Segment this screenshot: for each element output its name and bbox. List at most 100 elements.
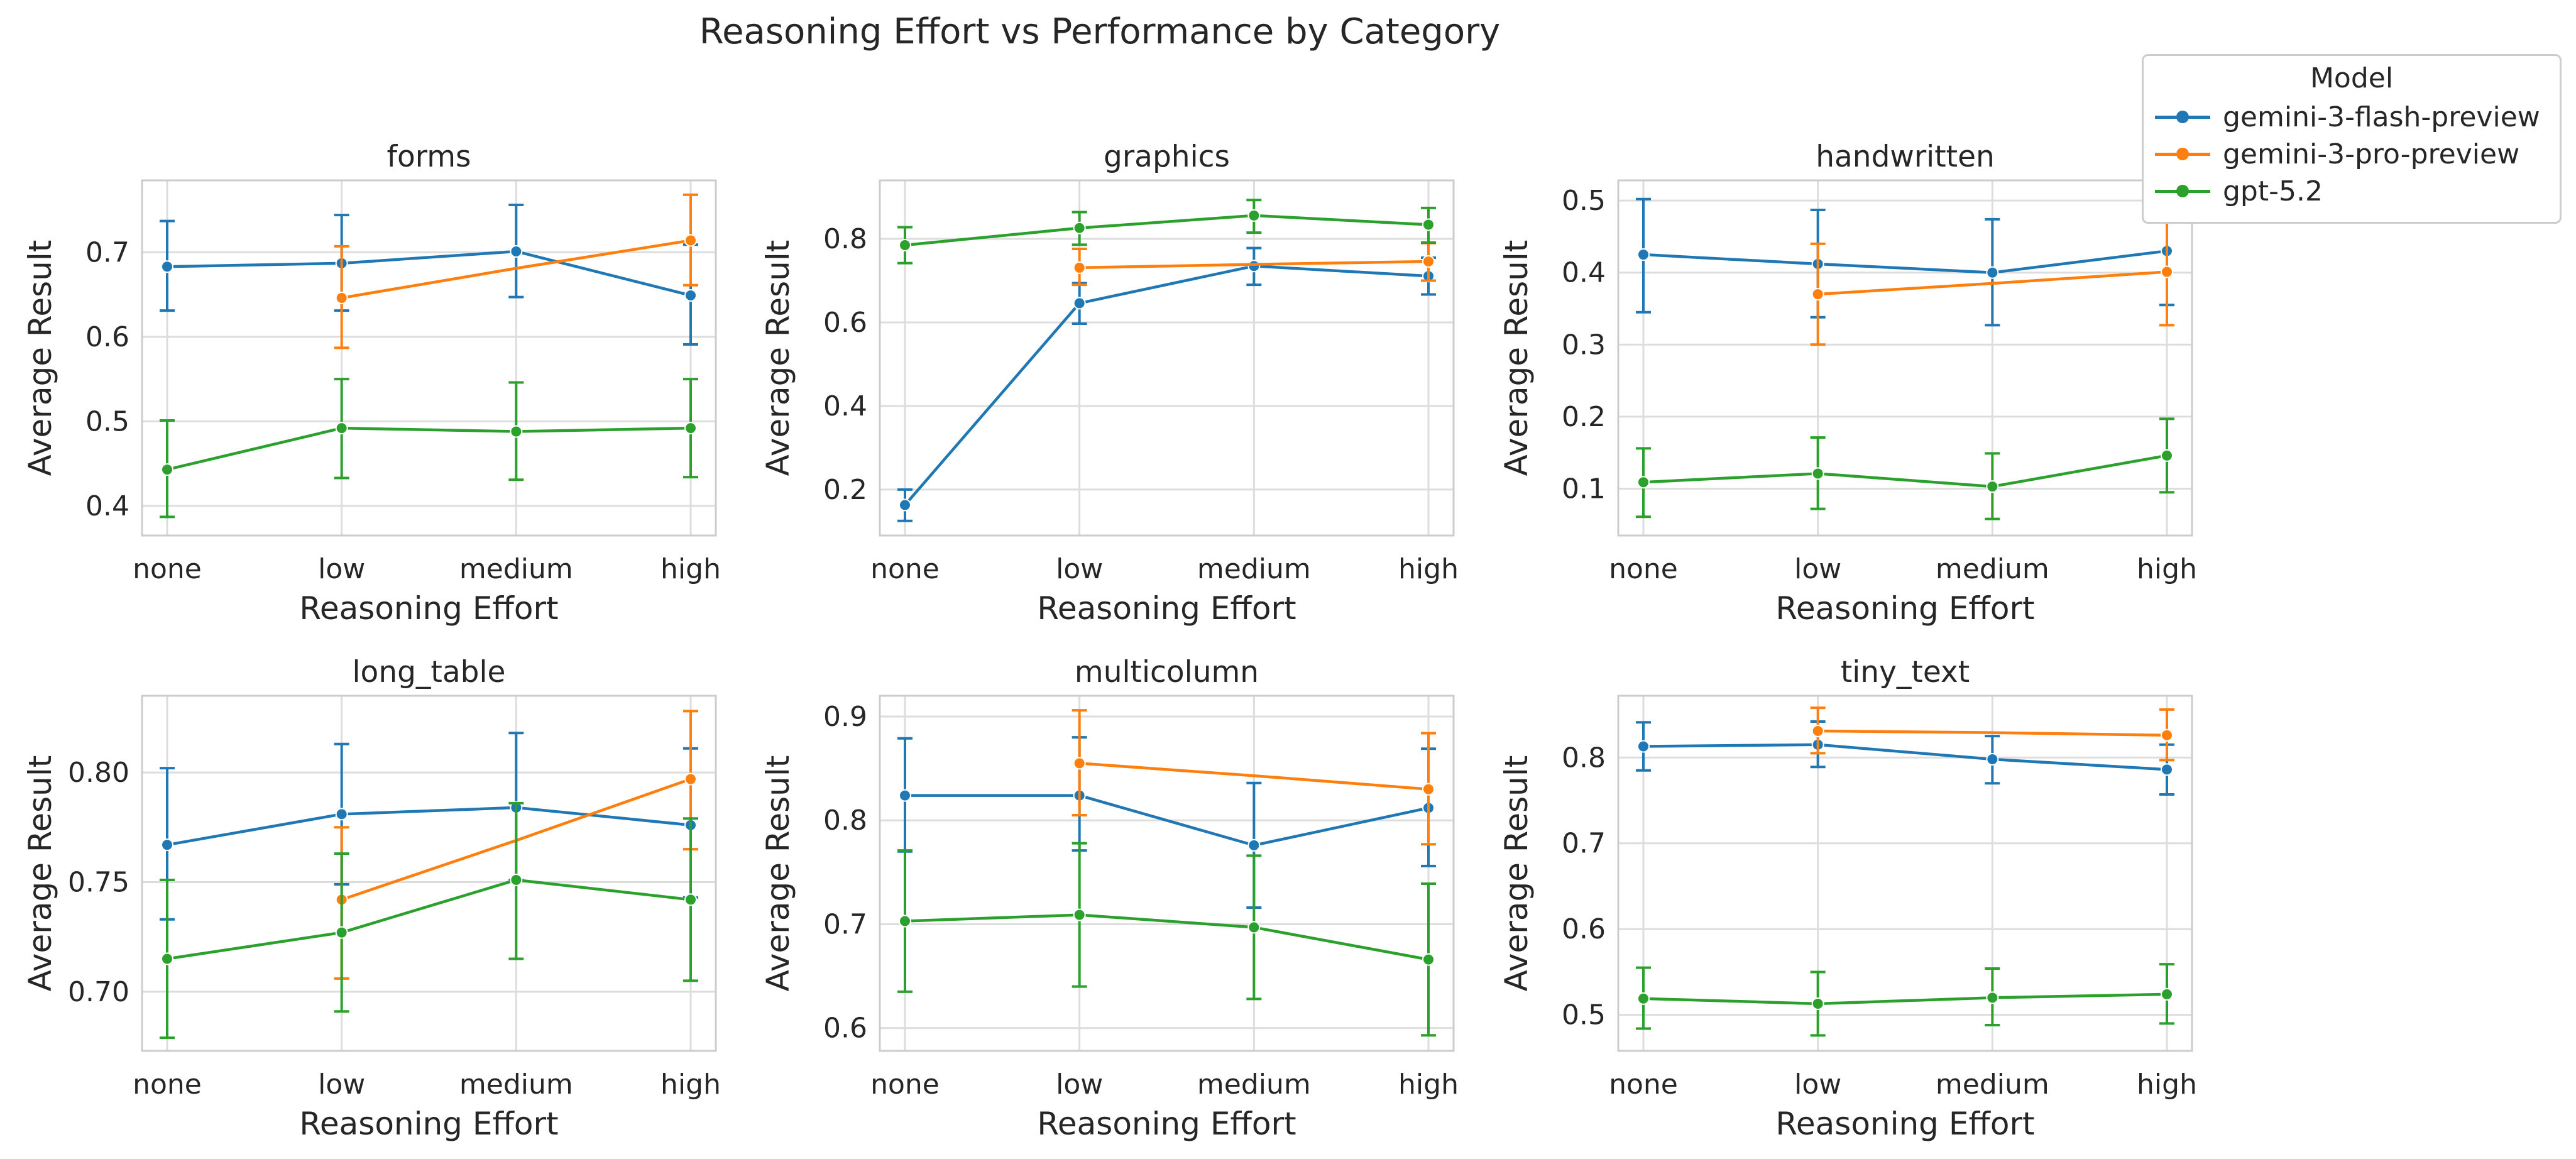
legend-label: gpt-5.2 (2223, 175, 2323, 207)
data-point (1073, 261, 1086, 274)
data-point (161, 952, 173, 965)
subplot-title: graphics (1104, 140, 1230, 174)
y-axis-label: Average Result (22, 755, 58, 992)
y-tick-label: 0.3 (1562, 329, 1606, 361)
data-point (684, 288, 697, 302)
y-tick-label: 0.4 (1562, 257, 1606, 289)
subplot-forms: 0.4 0.5 0.6 0.7 none low medium high forms Reason… (22, 140, 721, 627)
y-tick-label: 0.7 (823, 908, 867, 940)
x-axis-label: Reasoning Effort (1037, 1106, 1296, 1142)
legend-label: gemini-3-pro-preview (2223, 138, 2520, 170)
data-point (1073, 297, 1086, 310)
data-point (2161, 987, 2173, 1001)
x-tick-label: none (1609, 1068, 1678, 1101)
plot-area (1618, 696, 2192, 1051)
series-gpt-5-2 (897, 842, 1436, 1037)
y-tick-label: 0.8 (1562, 742, 1606, 774)
y-tick-label: 0.7 (1562, 828, 1606, 860)
x-tick-label: none (870, 553, 940, 585)
x-tick-label: medium (459, 553, 573, 585)
x-tick-label: medium (1197, 1068, 1311, 1101)
y-axis-label: Average Result (760, 240, 796, 476)
x-tick-label: none (133, 553, 202, 585)
data-point (1811, 288, 1824, 301)
data-point (335, 926, 348, 939)
figure-title: Reasoning Effort vs Performance by Categ… (699, 11, 1501, 52)
series-line (1643, 992, 2168, 1006)
y-tick-label: 0.8 (823, 805, 867, 837)
data-point (684, 422, 697, 435)
data-point (2161, 728, 2173, 742)
plot-frame (1617, 695, 2193, 1052)
y-tick-label: 0.6 (85, 321, 129, 353)
series-line (1079, 260, 1429, 270)
data-point (684, 234, 697, 247)
plot-frame (141, 695, 717, 1052)
series-line (904, 214, 1429, 247)
series-line (1817, 270, 2168, 296)
data-point (1811, 997, 1824, 1010)
y-tick-label: 0.1 (1562, 473, 1606, 505)
y-tick-label: 0.6 (1562, 913, 1606, 945)
data-point (684, 772, 697, 786)
x-tick-label: medium (1936, 1068, 2049, 1101)
data-point (899, 498, 911, 512)
plot-frame (879, 695, 1455, 1052)
data-point (510, 425, 523, 438)
series-gpt-5-2 (160, 801, 698, 1040)
data-point (2161, 265, 2173, 278)
legend-swatch-icon (2154, 101, 2212, 133)
y-axis-label: Average Result (22, 240, 58, 476)
data-point (1811, 724, 1824, 737)
x-tick-label: low (1794, 553, 1841, 585)
series-line (167, 426, 691, 471)
y-tick-label: 0.80 (68, 757, 129, 789)
data-point (510, 245, 523, 258)
x-axis-label: Reasoning Effort (299, 1106, 558, 1142)
subplot-title: long_table (353, 655, 506, 689)
x-axis-label: Reasoning Effort (299, 590, 558, 627)
y-tick-label: 0.7 (85, 236, 129, 268)
data-point (161, 260, 173, 273)
x-axis-label: Reasoning Effort (1775, 1106, 2034, 1142)
x-axis-label: Reasoning Effort (1037, 590, 1296, 627)
data-point (2161, 449, 2173, 462)
data-point (1073, 908, 1086, 921)
legend-entry-gpt-5-2: gpt-5.2 (2154, 175, 2323, 207)
subplot-title: tiny_text (1841, 655, 1970, 689)
x-tick-label: medium (1197, 553, 1311, 585)
x-tick-label: high (660, 553, 721, 585)
data-point (1986, 266, 1999, 279)
data-point (1637, 992, 1650, 1005)
data-point (1247, 921, 1261, 934)
data-point (335, 808, 348, 821)
y-tick-label: 0.6 (823, 307, 867, 339)
y-tick-label: 0.75 (68, 866, 129, 898)
data-point (1422, 218, 1435, 231)
legend-entry-gemini-3-pro-preview: gemini-3-pro-preview (2154, 138, 2519, 170)
series-line (341, 239, 691, 300)
data-point (1637, 248, 1650, 261)
legend-entry-gemini-3-flash-preview: gemini-3-flash-preview (2154, 101, 2540, 133)
series-line (904, 265, 1429, 506)
data-point (1422, 255, 1435, 268)
data-point (899, 915, 911, 928)
y-axis-label: Average Result (760, 755, 796, 992)
x-tick-label: low (318, 1068, 365, 1101)
series-gpt-5-2 (160, 378, 698, 519)
x-tick-label: none (1609, 553, 1678, 585)
plot-frame (141, 179, 717, 537)
y-axis-label: Average Result (1498, 240, 1535, 476)
x-tick-label: high (2137, 1068, 2197, 1101)
data-point (1422, 953, 1435, 966)
x-tick-label: high (1398, 553, 1459, 585)
plot-area (880, 696, 1454, 1051)
subplot-long-table: 0.70 0.75 0.80 none low medium high long_table R… (22, 655, 721, 1142)
series-line (905, 794, 1429, 847)
plot-area (1618, 180, 2192, 536)
data-point (510, 873, 523, 886)
data-point (1637, 476, 1650, 489)
data-point (1247, 260, 1261, 273)
data-point (684, 893, 697, 906)
